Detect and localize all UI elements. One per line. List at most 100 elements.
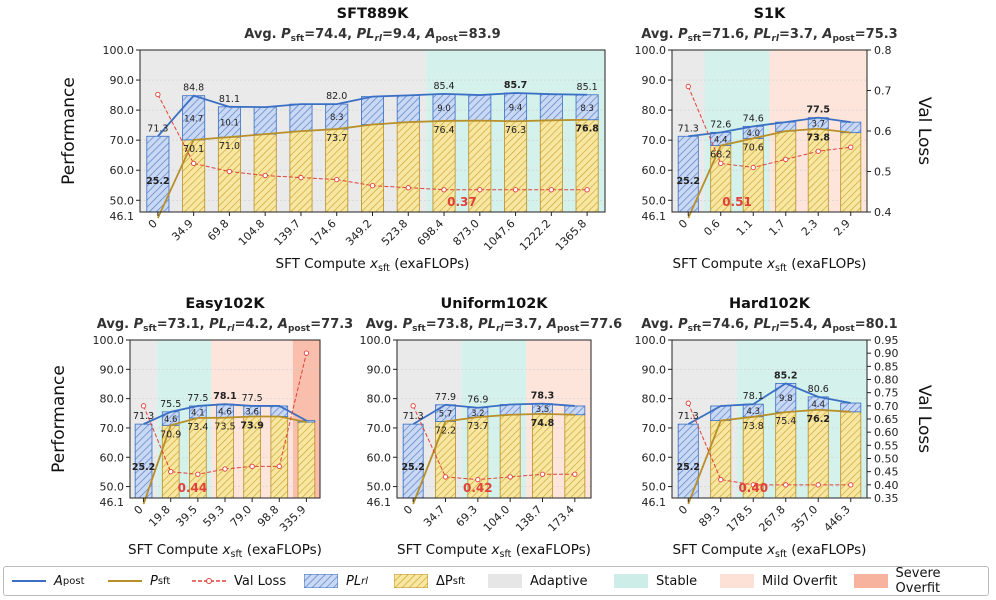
valloss-point [750,164,756,171]
value-label: 76.9 [467,395,488,406]
psft-line [157,118,588,219]
y2-axis-label: Val Loss [914,385,934,453]
x-tick-label: 59.3 [201,503,228,530]
value-label: 3.2 [471,409,485,419]
chart-panel-2: 71.3 25.2 72.6 4.4 68.2 74.6 4.0 70.6 77.5 3.7 73.… [635,6,935,274]
value-label: 4.4 [714,135,728,145]
value-label: 77.5 [242,393,263,404]
y2-tick-label: 0.90 [874,347,899,360]
x-tick-label: 19.8 [146,503,173,530]
valloss-point [191,160,197,167]
x-axis-label: SFT Compute xsft (exaFLOPs) [276,256,470,274]
value-label: 25.2 [677,176,700,187]
y-tick-label: 80.0 [100,393,125,406]
x-axis-label: SFT Compute xsft (exaFLOPs) [673,542,867,560]
value-label: 8.3 [580,104,594,114]
y2-tick-label: 0.45 [874,466,899,479]
x-tick-label: 104.0 [481,503,512,534]
value-label: 72.6 [710,119,731,130]
y-tick-label: 90.0 [110,74,135,87]
valloss-min-label: 0.44 [178,481,208,495]
valloss-point [685,400,691,406]
y-tick-label: 90.0 [642,74,667,87]
dp-bar [775,130,797,213]
y2-tick-label: 0.35 [874,492,899,505]
valloss-point [155,91,161,98]
value-label: 71.3 [133,411,154,422]
valloss-point [140,403,147,409]
value-label: 68.2 [710,150,731,161]
value-label: 77.5 [807,105,830,116]
dp-bar [289,130,313,213]
value-label: 9.0 [437,104,451,114]
x-tick-label: 0 [132,503,146,517]
valloss-min-label: 0.40 [738,481,768,495]
valloss-point [442,474,449,480]
y2-tick-label: 0.60 [874,426,899,439]
valloss-point [584,187,590,193]
apost-line [688,116,851,138]
x-tick-label: 104.8 [236,217,267,248]
value-label: 81.1 [219,94,240,105]
y-tick-label: 80.0 [642,393,667,406]
y-tick-label: 50.0 [367,481,392,494]
dp-bar [710,420,732,499]
value-label: 75.4 [775,416,796,427]
psft-line [687,408,851,505]
pl-bar [361,96,384,125]
valloss-point [848,482,854,488]
chart-title: S1K [754,6,787,22]
valloss-line [412,405,575,481]
valloss-point [226,168,233,175]
x-tick-label: 0.6 [701,217,723,239]
dp-bar [564,414,586,499]
x-tick-label: 178.5 [724,503,755,534]
x-tick-label: 34.9 [169,217,196,244]
x-tick-label: 0 [676,217,690,231]
y-tick-label: 100.0 [93,334,125,347]
value-label: 78.1 [743,391,764,402]
y-axis-label: Performance [59,77,79,185]
y2-axis-label: Val Loss [914,97,934,165]
valloss-point [303,350,310,356]
x-tick-label: 1047.6 [481,217,517,253]
legend-psft-sub: sft [157,575,171,587]
x-tick-label: 0 [676,503,690,517]
chart-subtitle: Avg. Psft=71.6, PLrl=3.7, Apost=75.3 [641,27,897,44]
legend-mild: Mild Overfit [720,567,837,595]
x-tick-label: 873.0 [450,217,481,248]
valloss-point [750,482,756,488]
x-tick-label: 2.9 [831,217,853,239]
dp-bar [361,124,384,213]
y-tick-label: 90.0 [100,363,125,376]
value-label: 73.7 [326,133,347,144]
dp-bar [270,416,289,499]
valloss-point [410,403,416,409]
x-tick-label: 173.4 [545,503,576,534]
x-tick-label: 0 [401,503,415,517]
y2-tick-label: 0.75 [874,387,899,400]
value-label: 71.3 [678,123,699,134]
y-tick-label: 46.1 [642,210,667,223]
value-label: 76.8 [575,124,599,135]
y-tick-label: 50.0 [642,481,667,494]
y2-tick-label: 0.4 [874,206,892,219]
legend-valloss: Val Loss [192,567,286,595]
value-label: 25.2 [132,462,155,473]
dp-bar [539,119,563,213]
value-label: 78.1 [213,391,236,402]
x-tick-label: 138.7 [513,503,544,534]
chart-panel-4: 71.3 25.2 77.9 5.7 72.2 76.9 3.2 73.7 78.3 3.5 74.… [360,296,623,560]
value-label: 85.1 [577,82,598,93]
chart-subtitle: Avg. Psft=73.8, PLrl=3.7, Apost=77.6 [366,317,622,334]
value-label: 4.0 [746,129,760,139]
x-tick-label: 89.3 [696,503,723,530]
value-label: 76.2 [807,414,830,425]
value-label: 76.4 [433,125,454,136]
y-tick-label: 60.0 [367,451,392,464]
y-tick-label: 100.0 [635,44,667,57]
value-label: 4.1 [191,408,205,418]
y2-tick-label: 0.5 [874,166,892,179]
value-label: 25.2 [401,462,424,473]
